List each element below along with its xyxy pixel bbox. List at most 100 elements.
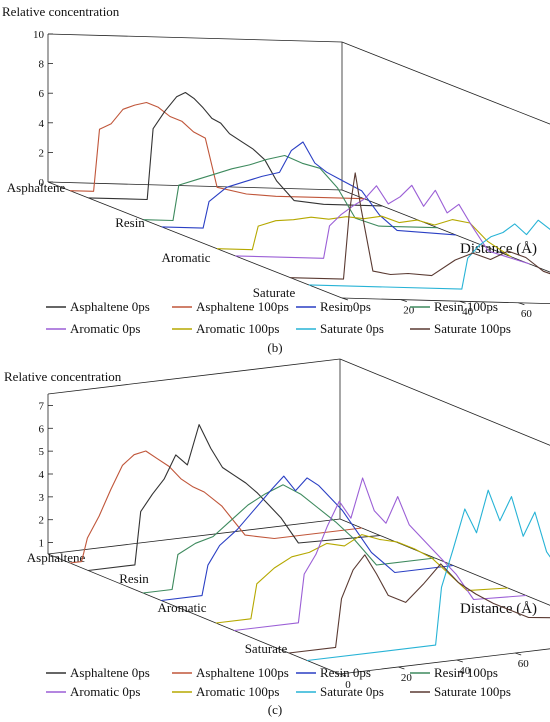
- distance-axis: 020406080100: [339, 652, 530, 691]
- axes-edge: [339, 358, 550, 446]
- z-axis-title: Relative concentration: [2, 4, 120, 19]
- legend-label: Aromatic 0ps: [70, 684, 140, 699]
- distance-tick-label: 20: [401, 672, 413, 684]
- series-line-saturate-100ps: [290, 172, 550, 280]
- distance-tick: [518, 302, 525, 306]
- axes-edge: [47, 33, 343, 43]
- distance-axis-title: Distance (Å): [460, 601, 537, 617]
- panel-label: (c): [268, 702, 282, 717]
- category-label: Saturate: [245, 641, 288, 656]
- axes-edge: [341, 41, 550, 125]
- series-line-resin-0ps: [161, 141, 456, 236]
- distance-tick-label: 60: [518, 658, 530, 670]
- distance-tick-label: 0: [345, 679, 351, 691]
- axes-edge: [341, 297, 550, 305]
- category-label: Aromatic: [157, 600, 206, 615]
- distance-tick: [515, 652, 522, 656]
- axes-box: [47, 358, 550, 675]
- z-tick-label: 6: [39, 88, 45, 100]
- z-tick-label: 7: [39, 400, 45, 412]
- legend-label: Saturate 100ps: [434, 684, 511, 699]
- category-label: Saturate: [253, 285, 296, 300]
- distance-axis: 020406080100: [341, 297, 533, 320]
- z-tick-label: 10: [33, 29, 45, 41]
- legend-label: Resin 0ps: [320, 299, 371, 314]
- distance-tick: [456, 659, 463, 663]
- distance-tick-label: 40: [462, 306, 474, 318]
- legend: Asphaltene 0ps Asphaltene 100ps Resin 0ps R…: [46, 299, 511, 336]
- chart-panel-b: 0246810020406080100AsphalteneResinAromat…: [2, 4, 550, 355]
- axes-edge: [47, 553, 341, 675]
- series-line-resin-0ps: [161, 475, 454, 602]
- axes-edge: [339, 648, 550, 675]
- series-line-aromatic-100ps: [216, 215, 512, 258]
- legend-label: Asphaltene 0ps: [70, 665, 150, 680]
- legend-label: Saturate 0ps: [320, 321, 384, 336]
- series-line-asphaltene-0ps: [88, 91, 383, 207]
- legend-label: Aromatic 100ps: [196, 684, 279, 699]
- legend-label: Resin 100ps: [434, 299, 498, 314]
- category-label: Aromatic: [161, 250, 210, 265]
- z-tick-label: 2: [39, 515, 45, 527]
- category-label: Asphaltene: [27, 550, 86, 565]
- legend-label: Saturate 100ps: [434, 321, 511, 336]
- z-tick-label: 4: [39, 118, 45, 130]
- category-label: Resin: [119, 571, 149, 586]
- legend-label: Resin 0ps: [320, 665, 371, 680]
- z-axis: 1 2 3 4 5 6 7: [39, 400, 53, 550]
- series-line-saturate-0ps: [308, 219, 550, 290]
- series-line-resin-100ps: [142, 484, 435, 594]
- legend-label: Resin 100ps: [434, 665, 498, 680]
- chart-panel-c: 1234567020406080100AsphalteneResinAromat…: [4, 358, 550, 717]
- z-tick-label: 0: [39, 177, 45, 189]
- series-line-asphaltene-100ps: [69, 101, 365, 200]
- distance-tick: [459, 300, 466, 304]
- series-line-asphaltene-0ps: [88, 424, 381, 572]
- axes-box: [47, 33, 550, 305]
- legend: Asphaltene 0ps Asphaltene 100ps Resin 0ps R…: [46, 665, 511, 699]
- z-tick-label: 4: [39, 469, 45, 481]
- axes-edge: [339, 518, 550, 606]
- z-tick-label: 5: [39, 446, 45, 458]
- category-label: Asphaltene: [7, 180, 66, 195]
- category-axis: Asphaltene Resin Aromatic Saturate: [27, 550, 288, 656]
- legend-label: Asphaltene 0ps: [70, 299, 150, 314]
- series-group: [69, 91, 550, 290]
- z-axis: 0 2 4 6 8 10: [33, 29, 53, 189]
- axes-edge: [47, 358, 341, 395]
- legend-label: Asphaltene 100ps: [196, 299, 289, 314]
- legend-label: Aromatic 0ps: [70, 321, 140, 336]
- z-axis-title: Relative concentration: [4, 369, 122, 384]
- panel-label: (b): [267, 340, 282, 355]
- distance-tick: [400, 299, 407, 302]
- distance-tick-label: 40: [459, 665, 471, 677]
- z-tick-label: 2: [39, 147, 45, 159]
- distance-tick: [398, 666, 405, 670]
- series-line-aromatic-0ps: [235, 184, 530, 265]
- z-tick-label: 3: [39, 492, 45, 504]
- z-tick-label: 6: [39, 423, 45, 435]
- category-label: Resin: [115, 215, 145, 230]
- category-axis: Asphaltene Resin Aromatic Saturate: [7, 180, 296, 300]
- distance-tick-label: 60: [521, 308, 533, 320]
- series-line-aromatic-100ps: [215, 534, 508, 624]
- distance-tick: [339, 673, 347, 677]
- series-line-asphaltene-100ps: [69, 450, 362, 564]
- legend-label: Saturate 0ps: [320, 684, 384, 699]
- axes-edge: [47, 181, 343, 299]
- distance-tick-label: 0: [347, 303, 353, 315]
- axes-edge: [47, 518, 341, 555]
- axes-edge: [341, 189, 550, 273]
- legend-label: Asphaltene 100ps: [196, 665, 289, 680]
- z-tick-label: 1: [39, 538, 45, 550]
- z-tick-label: 8: [39, 59, 45, 71]
- series-line-aromatic-0ps: [234, 477, 527, 632]
- distance-tick-label: 20: [403, 305, 415, 317]
- series-line-saturate-0ps: [307, 489, 550, 662]
- series-group: [69, 424, 550, 662]
- distance-tick: [341, 297, 349, 301]
- axes-edge: [47, 181, 343, 191]
- series-line-resin-100ps: [143, 154, 438, 229]
- series-line-saturate-100ps: [288, 554, 550, 654]
